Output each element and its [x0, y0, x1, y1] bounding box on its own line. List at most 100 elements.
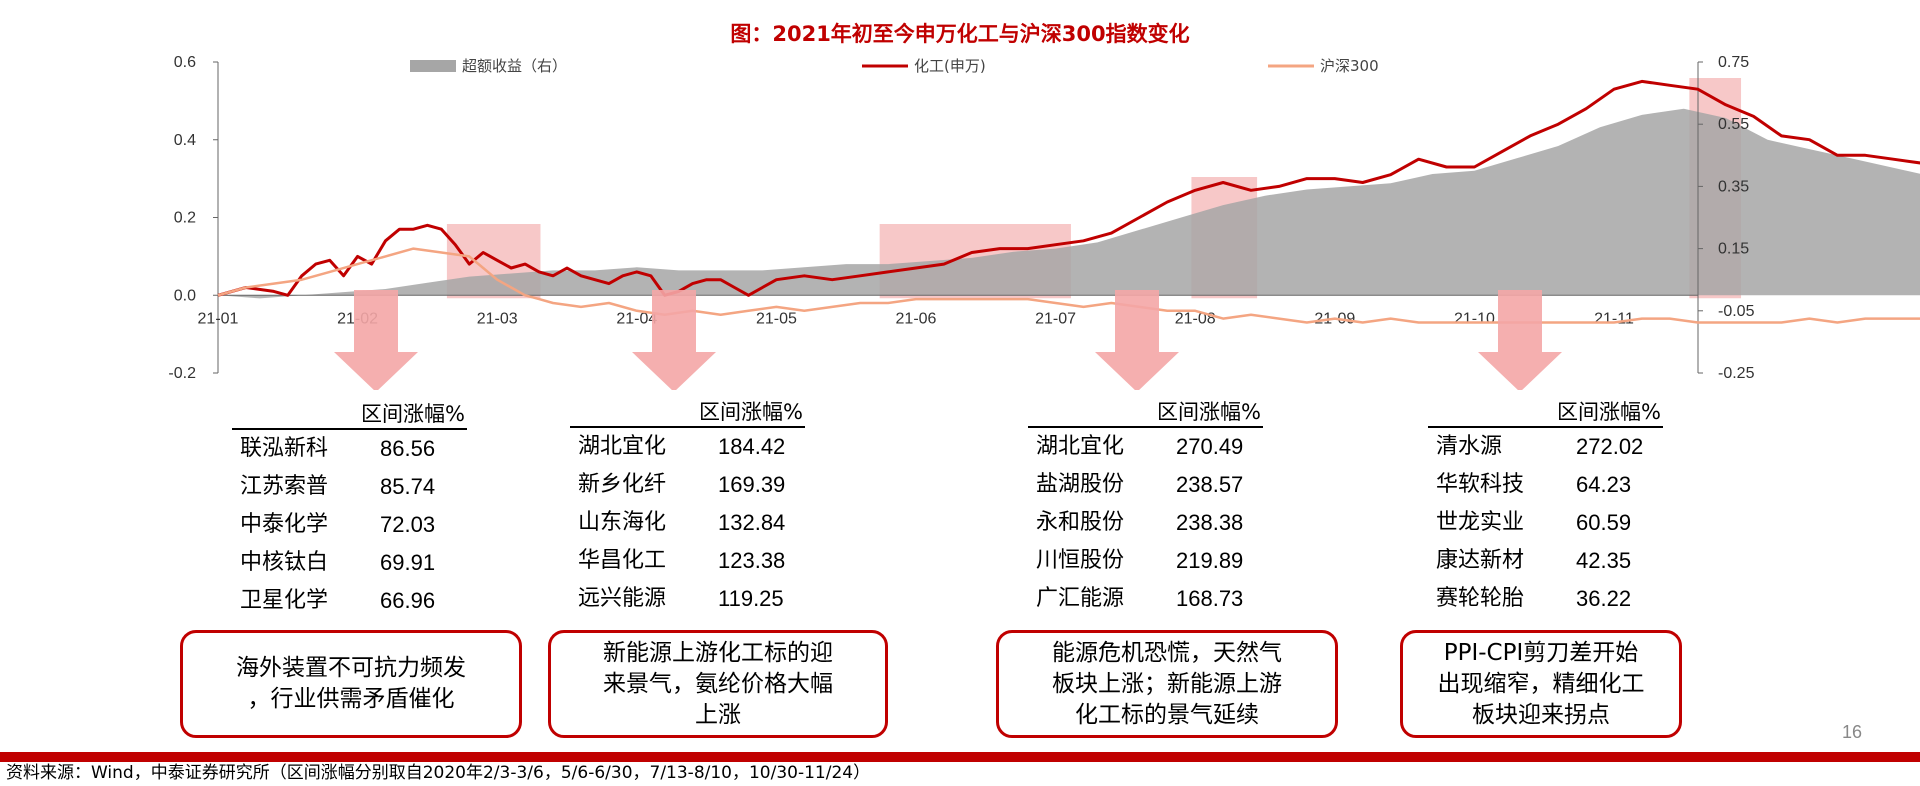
x-tick-label: 21-10	[1454, 310, 1495, 327]
stock-value: 219.89	[1176, 548, 1244, 573]
stock-value: 132.84	[718, 510, 786, 535]
down-arrow	[1095, 290, 1179, 390]
stock-value: 184.42	[718, 434, 786, 459]
note-line: 能源危机恐慌，天然气	[1052, 639, 1282, 666]
hs300-line	[217, 247, 1920, 324]
stock-value: 168.73	[1176, 586, 1244, 611]
page-number: 16	[1841, 722, 1862, 742]
y-left-tick-label: 0.4	[174, 132, 196, 149]
legend-excess-return-label: 超额收益（右）	[462, 57, 567, 75]
table-row: 世龙实业 60.59	[1428, 504, 1663, 542]
x-tick-label: 21-07	[1035, 310, 1076, 327]
y-right-tick-label: 0.35	[1718, 178, 1749, 195]
x-tick-label: 21-05	[756, 310, 797, 327]
stock-name: 川恒股份	[1036, 548, 1125, 573]
stock-value: 119.25	[718, 586, 784, 611]
stock-name: 世龙实业	[1436, 510, 1525, 535]
y-left-tick-label: -0.2	[168, 365, 196, 382]
chart-title: 图：2021年初至今申万化工与沪深300指数变化	[730, 22, 1190, 46]
x-tick-label: 21-03	[477, 310, 518, 327]
table-row: 远兴能源 119.25	[570, 580, 805, 618]
note-box-period-4: PPI-CPI剪刀差开始 出现缩窄，精细化工 板块迎来拐点	[1400, 630, 1682, 738]
x-tick-label: 21-06	[896, 310, 937, 327]
stock-value: 169.39	[718, 472, 786, 497]
stock-value: 36.22	[1576, 586, 1632, 611]
stock-value: 66.96	[380, 588, 436, 613]
stock-value: 270.49	[1176, 434, 1244, 459]
table-row: 华软科技 64.23	[1428, 466, 1663, 504]
stock-name: 联泓新科	[240, 436, 329, 461]
note-line: 新能源上游化工标的迎	[603, 639, 833, 666]
stock-name: 卫星化学	[240, 588, 329, 613]
table-header: 区间涨幅%	[1428, 398, 1663, 428]
note-box-period-2: 新能源上游化工标的迎 来景气，氨纶价格大幅 上涨	[548, 630, 888, 738]
stock-name: 中核钛白	[240, 550, 329, 575]
stock-value: 60.59	[1576, 510, 1632, 535]
stock-value: 238.57	[1176, 472, 1244, 497]
y-right-tick-label: -0.05	[1718, 303, 1755, 320]
note-line: 上涨	[695, 701, 741, 728]
y-right-tick-label: -0.25	[1718, 365, 1755, 382]
x-tick-label: 21-01	[198, 310, 239, 327]
table-row: 盐湖股份 238.57	[1028, 466, 1263, 504]
y-right-tick-label: 0.75	[1718, 54, 1749, 71]
y-left-tick-label: 0.6	[174, 54, 196, 71]
legend: 超额收益（右） 化工(申万) 沪深300	[410, 57, 1379, 75]
footer-bar	[0, 752, 1920, 762]
excess-return-area-shape	[218, 108, 1920, 299]
table-period-4: 区间涨幅% 清水源 272.02 华软科技 64.23 世龙实业 60.59 康达新材…	[1428, 398, 1663, 618]
y-left-tick-label: 0.0	[174, 287, 196, 304]
table-period-3: 区间涨幅% 湖北宜化 270.49 盐湖股份 238.57 永和股份 238.38 川…	[1028, 398, 1263, 618]
stock-name: 远兴能源	[578, 586, 667, 611]
note-line: 板块迎来拐点	[1472, 701, 1610, 728]
excess-return-area	[218, 108, 1920, 299]
down-arrow	[334, 290, 418, 390]
table-row: 川恒股份 219.89	[1028, 542, 1263, 580]
note-box-period-3: 能源危机恐慌，天然气 板块上涨；新能源上游 化工标的景气延续	[996, 630, 1338, 738]
note-line: ，行业供需矛盾催化	[247, 686, 455, 712]
note-line: 板块上涨；新能源上游	[1052, 670, 1282, 697]
stock-value: 64.23	[1576, 472, 1632, 497]
stock-value: 72.03	[380, 512, 436, 537]
table-row: 永和股份 238.38	[1028, 504, 1263, 542]
stock-name: 康达新材	[1436, 548, 1525, 573]
table-header: 区间涨幅%	[232, 400, 467, 430]
stock-value: 123.38	[718, 548, 786, 573]
x-tick-label: 21-04	[616, 310, 657, 327]
legend-hs300-label: 沪深300	[1320, 57, 1379, 75]
note-line: 出现缩窄，精细化工	[1437, 670, 1645, 697]
stock-name: 永和股份	[1036, 510, 1125, 535]
stock-value: 86.56	[380, 436, 436, 461]
arrows	[334, 290, 1562, 390]
legend-chemical-index-label: 化工(申万)	[914, 57, 986, 75]
stock-name: 湖北宜化	[1036, 434, 1125, 459]
legend-excess-return-swatch	[410, 60, 456, 72]
stock-name: 华昌化工	[578, 548, 667, 573]
stock-name: 江苏索普	[240, 474, 329, 499]
down-arrow	[1478, 290, 1562, 390]
table-row: 新乡化纤 169.39	[570, 466, 805, 504]
x-tick-label: 21-11	[1594, 310, 1634, 327]
stock-name: 湖北宜化	[578, 434, 667, 459]
table-header: 区间涨幅%	[570, 398, 805, 428]
stock-name: 广汇能源	[1036, 586, 1125, 611]
table-row: 中核钛白 69.91	[232, 544, 467, 582]
table-period-2: 区间涨幅% 湖北宜化 184.42 新乡化纤 169.39 山东海化 132.84 华…	[570, 398, 805, 618]
stock-value: 42.35	[1576, 548, 1632, 573]
stock-name: 山东海化	[578, 510, 667, 535]
table-row: 华昌化工 123.38	[570, 542, 805, 580]
table-row: 中泰化学 72.03	[232, 506, 467, 544]
x-tick-label: 21-08	[1175, 310, 1216, 327]
table-row: 联泓新科 86.56	[232, 430, 467, 468]
table-row: 山东海化 132.84	[570, 504, 805, 542]
source-note: 资料来源：Wind，中泰证券研究所（区间涨幅分别取自2020年2/3-3/6，5…	[6, 763, 871, 783]
note-line: 来景气，氨纶价格大幅	[603, 670, 833, 697]
stock-value: 272.02	[1576, 434, 1644, 459]
note-line: PPI-CPI剪刀差开始	[1443, 639, 1639, 666]
table-row: 卫星化学 66.96	[232, 582, 467, 620]
stock-name: 盐湖股份	[1036, 472, 1125, 497]
table-row: 江苏索普 85.74	[232, 468, 467, 506]
y-right-tick-label: 0.15	[1718, 241, 1749, 258]
table-row: 康达新材 42.35	[1428, 542, 1663, 580]
series-lines	[217, 79, 1920, 324]
